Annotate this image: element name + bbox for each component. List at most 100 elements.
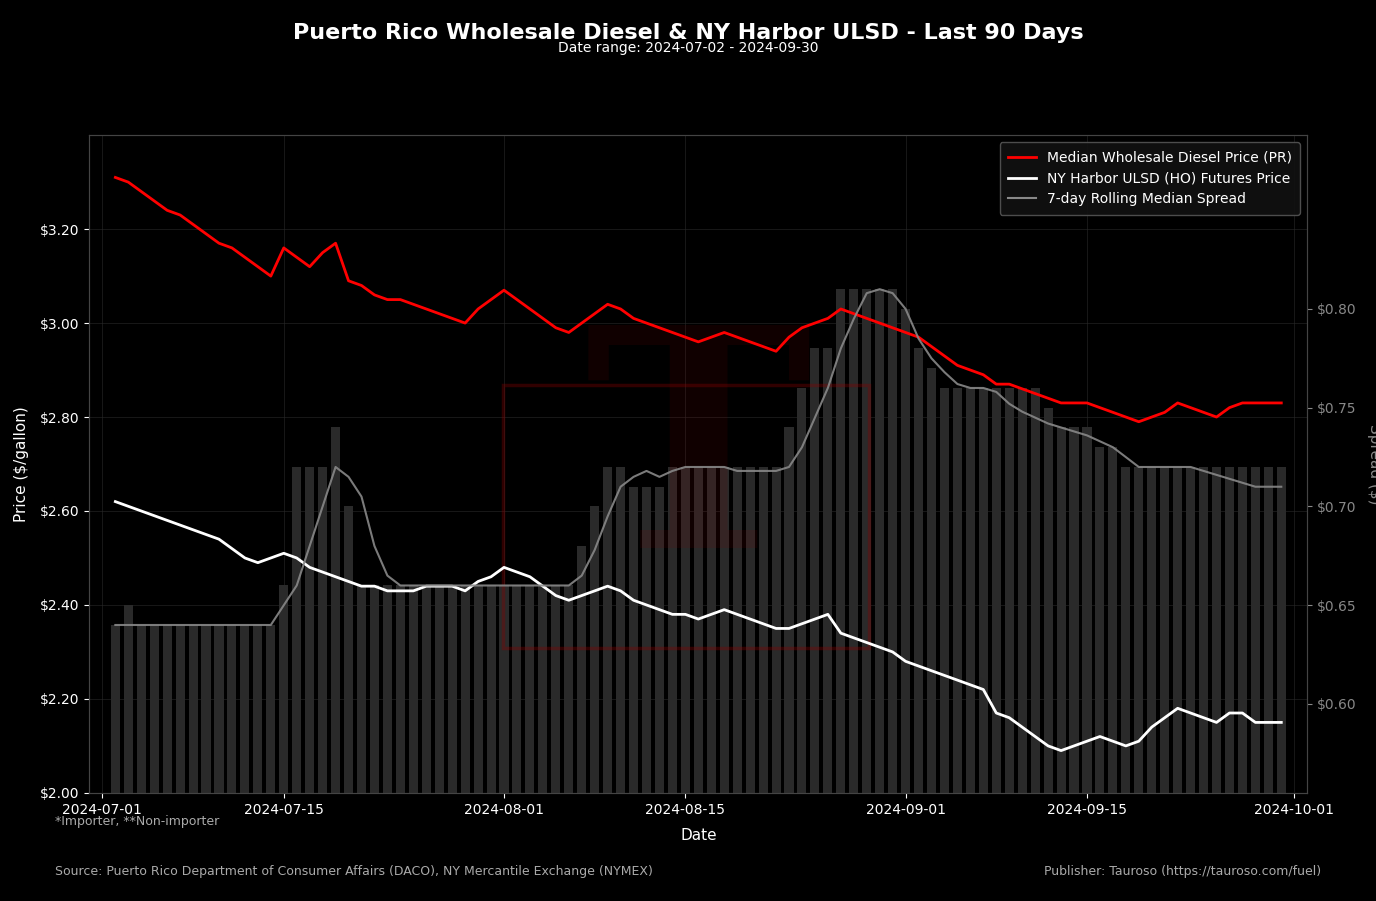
Bar bbox=[499, 586, 509, 793]
Text: Publisher: Tauroso (https://tauroso.com/fuel): Publisher: Tauroso (https://tauroso.com/… bbox=[1044, 865, 1321, 878]
Bar bbox=[1212, 467, 1221, 793]
Y-axis label: Price ($/gallon): Price ($/gallon) bbox=[14, 406, 29, 522]
Bar bbox=[590, 506, 599, 793]
Bar bbox=[837, 289, 845, 793]
Bar bbox=[1160, 467, 1170, 793]
Bar bbox=[1083, 427, 1091, 793]
Bar bbox=[227, 625, 237, 793]
Bar bbox=[966, 388, 976, 793]
Bar bbox=[201, 625, 211, 793]
Bar bbox=[577, 546, 586, 793]
Bar bbox=[111, 625, 120, 793]
Bar bbox=[461, 586, 469, 793]
Bar bbox=[681, 467, 689, 793]
Bar bbox=[305, 467, 314, 793]
Bar bbox=[1134, 467, 1143, 793]
Bar bbox=[901, 309, 910, 793]
Bar bbox=[526, 586, 534, 793]
Bar bbox=[215, 625, 223, 793]
Bar bbox=[1251, 467, 1260, 793]
Bar bbox=[332, 427, 340, 793]
Bar bbox=[279, 586, 289, 793]
Bar bbox=[292, 467, 301, 793]
Bar bbox=[512, 586, 522, 793]
Bar bbox=[643, 487, 651, 793]
Bar bbox=[1174, 467, 1182, 793]
Bar bbox=[1121, 467, 1130, 793]
Bar bbox=[978, 388, 988, 793]
Bar bbox=[504, 385, 868, 648]
Text: Date range: 2024-07-02 - 2024-09-30: Date range: 2024-07-02 - 2024-09-30 bbox=[557, 41, 819, 55]
Bar bbox=[1095, 447, 1105, 793]
Bar bbox=[1263, 467, 1273, 793]
Bar bbox=[124, 605, 133, 793]
Bar bbox=[1057, 427, 1065, 793]
Text: Puerto Rico Wholesale Diesel & NY Harbor ULSD - Last 90 Days: Puerto Rico Wholesale Diesel & NY Harbor… bbox=[293, 23, 1083, 42]
Bar bbox=[1277, 467, 1285, 793]
Bar bbox=[732, 467, 742, 793]
Bar bbox=[253, 625, 263, 793]
Bar bbox=[383, 586, 392, 793]
Bar bbox=[344, 506, 354, 793]
Text: T: T bbox=[585, 316, 812, 612]
Bar bbox=[396, 586, 405, 793]
Bar bbox=[720, 467, 729, 793]
Bar bbox=[667, 467, 677, 793]
Text: Source: Puerto Rico Department of Consumer Affairs (DACO), NY Mercantile Exchang: Source: Puerto Rico Department of Consum… bbox=[55, 865, 654, 878]
Bar bbox=[707, 467, 716, 793]
Bar bbox=[176, 625, 184, 793]
Bar bbox=[914, 349, 923, 793]
Bar bbox=[1108, 447, 1117, 793]
Bar bbox=[992, 388, 1000, 793]
Bar bbox=[1238, 467, 1247, 793]
Bar bbox=[772, 467, 780, 793]
Bar bbox=[162, 625, 172, 793]
Bar bbox=[447, 586, 457, 793]
Bar bbox=[487, 586, 495, 793]
Bar bbox=[356, 586, 366, 793]
Bar bbox=[629, 487, 638, 793]
Bar bbox=[784, 427, 794, 793]
Bar bbox=[538, 586, 548, 793]
Bar bbox=[694, 467, 703, 793]
Text: *Importer, **Non-importer: *Importer, **Non-importer bbox=[55, 815, 219, 828]
Y-axis label: Spread ($): Spread ($) bbox=[1366, 423, 1376, 505]
Bar bbox=[1198, 467, 1208, 793]
Bar bbox=[409, 586, 418, 793]
Bar bbox=[888, 289, 897, 793]
Bar bbox=[798, 388, 806, 793]
Bar bbox=[1018, 388, 1026, 793]
Bar bbox=[189, 625, 198, 793]
Bar bbox=[473, 586, 483, 793]
Bar bbox=[603, 467, 612, 793]
Bar bbox=[318, 467, 327, 793]
Bar bbox=[1069, 427, 1079, 793]
Bar bbox=[370, 586, 378, 793]
Bar bbox=[1148, 467, 1156, 793]
Bar bbox=[421, 586, 431, 793]
Bar bbox=[150, 625, 158, 793]
Bar bbox=[746, 467, 754, 793]
Bar bbox=[1031, 388, 1040, 793]
Bar bbox=[954, 388, 962, 793]
Bar bbox=[1004, 388, 1014, 793]
Bar bbox=[758, 467, 768, 793]
Bar bbox=[940, 388, 949, 793]
Bar bbox=[1043, 408, 1053, 793]
Bar bbox=[655, 487, 665, 793]
Bar bbox=[810, 349, 820, 793]
Bar bbox=[849, 289, 859, 793]
Bar bbox=[435, 586, 443, 793]
Bar bbox=[1225, 467, 1234, 793]
Bar bbox=[927, 369, 936, 793]
X-axis label: Date: Date bbox=[680, 828, 717, 842]
Bar bbox=[863, 289, 871, 793]
Bar bbox=[823, 349, 832, 793]
Bar bbox=[241, 625, 249, 793]
Legend: Median Wholesale Diesel Price (PR), NY Harbor ULSD (HO) Futures Price, 7-day Rol: Median Wholesale Diesel Price (PR), NY H… bbox=[1000, 142, 1300, 214]
Bar bbox=[552, 586, 560, 793]
Bar bbox=[875, 289, 885, 793]
Bar bbox=[564, 586, 574, 793]
Bar bbox=[616, 467, 625, 793]
Bar bbox=[136, 625, 146, 793]
